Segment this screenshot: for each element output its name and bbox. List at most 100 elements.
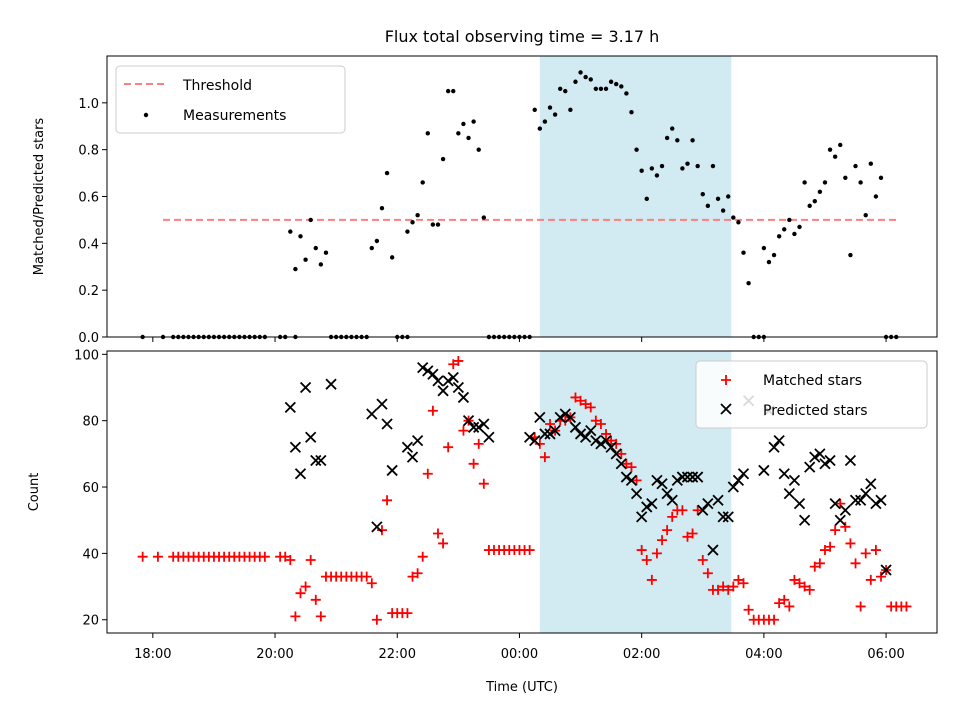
top-measurements-point — [629, 110, 634, 115]
bottom-matched-stars-point — [845, 538, 856, 549]
top-measurements-point — [822, 180, 828, 185]
top-measurements-point — [471, 119, 476, 124]
top-measurements-point — [461, 121, 466, 127]
top-measurements-point — [298, 234, 303, 239]
bottom-predicted-stars-point — [793, 497, 806, 510]
bottom-matched-stars-point — [417, 551, 428, 562]
top-measurements-point — [680, 166, 685, 171]
bottom-predicted-stars-point — [676, 471, 689, 483]
bottom-predicted-stars-point — [666, 494, 678, 506]
bottom-predicted-stars-point — [483, 431, 495, 443]
top-y-tick-label: 0.8 — [78, 144, 99, 159]
bottom-predicted-stars-point — [437, 385, 449, 397]
top-measurements-point — [832, 154, 838, 159]
top-measurements-point — [425, 131, 430, 136]
top-y-tick-label: 1.0 — [78, 97, 99, 112]
bottom-matched-stars-point — [794, 578, 805, 589]
top-measurements-point — [614, 81, 619, 87]
bottom-predicted-stars-point — [671, 474, 683, 487]
bottom-predicted-stars-point — [854, 494, 867, 506]
bottom-matched-stars-point — [524, 545, 535, 556]
top-legend: Threshold Measurements — [115, 65, 346, 134]
top-measurements-point — [797, 224, 802, 230]
bottom-predicted-stars-point — [844, 454, 857, 467]
top-measurements-point — [802, 180, 807, 185]
legend-box — [115, 65, 346, 134]
top-measurements-point — [583, 74, 588, 80]
bottom-predicted-stars-point — [814, 448, 826, 460]
bottom-predicted-stars-point — [310, 454, 322, 467]
bottom-matched-stars-point — [870, 545, 881, 556]
bottom-matched-stars-point — [315, 611, 326, 622]
top-measurements-point — [675, 138, 680, 143]
top-measurements-point — [782, 227, 787, 232]
bottom-matched-stars-point — [738, 578, 749, 589]
bottom-predicted-stars-point — [804, 461, 816, 473]
top-measurements-point — [664, 135, 670, 141]
bottom-matched-stars-point — [152, 551, 163, 562]
legend-matched-swatch — [721, 375, 731, 385]
legend-matched-label: Matched stars — [763, 373, 862, 389]
top-measurements-point — [827, 147, 833, 152]
top-observing-span — [539, 56, 732, 337]
legend-predicted-label: Predicted stars — [763, 403, 868, 419]
bottom-predicted-stars-point — [732, 474, 745, 487]
x-tick-label: 06:00 — [867, 647, 904, 662]
bottom-predicted-stars-point — [411, 434, 424, 447]
bottom-predicted-stars-point — [289, 441, 302, 453]
top-measurements-point — [389, 255, 395, 260]
bottom-matched-stars-point — [840, 521, 851, 532]
top-measurements-point — [873, 194, 879, 199]
bottom-predicted-stars-point — [600, 434, 612, 447]
bottom-predicted-stars-point — [829, 497, 841, 510]
bottom-predicted-stars-point — [788, 474, 801, 487]
x-tick-label: 20:00 — [256, 647, 293, 662]
top-measurements-point — [644, 196, 649, 202]
bottom-matched-stars-point — [789, 574, 800, 585]
bottom-matched-stars-point — [830, 525, 841, 536]
top-measurements-point — [537, 126, 543, 131]
bottom-predicted-stars-point — [467, 421, 480, 433]
bottom-predicted-stars-point — [529, 434, 541, 447]
bottom-matched-stars-point — [692, 505, 703, 516]
bottom-matched-stars-point — [636, 545, 647, 556]
bottom-predicted-stars-point — [590, 434, 602, 447]
bottom-predicted-stars-point — [727, 481, 739, 493]
top-y-tick-label: 0.6 — [78, 191, 99, 206]
top-measurements-point — [430, 222, 436, 227]
bottom-matched-stars-point — [702, 568, 713, 579]
top-measurements-point — [563, 88, 568, 94]
bottom-predicted-stars-point — [798, 514, 811, 526]
bottom-matched-stars-point — [774, 598, 785, 609]
top-measurements-point — [761, 245, 767, 251]
top-measurements-point — [598, 86, 604, 91]
bottom-matched-stars-point — [769, 614, 780, 625]
bottom-predicted-stars-point — [636, 511, 648, 523]
bottom-matched-stars-point — [590, 415, 601, 426]
bottom-predicted-stars-point — [809, 451, 821, 463]
top-measurements-point — [843, 175, 848, 180]
bottom-predicted-stars-point — [381, 418, 393, 430]
bottom-predicted-stars-point — [442, 375, 454, 387]
top-measurements-point — [573, 79, 578, 84]
top-y-tick-label: 0.2 — [78, 284, 99, 299]
bottom-matched-stars-point — [901, 601, 912, 612]
bottom-matched-stars-point — [611, 438, 622, 449]
top-measurements-point — [741, 250, 746, 255]
bottom-matched-stars-point — [295, 588, 306, 599]
bottom-predicted-stars-point — [625, 474, 638, 487]
bottom-matched-stars-point — [631, 475, 642, 486]
bottom-predicted-stars-point — [376, 398, 388, 410]
bottom-matched-stars-point — [677, 505, 688, 516]
top-measurements-point — [649, 166, 655, 171]
top-measurements-point — [588, 77, 593, 82]
bottom-predicted-stars-point — [524, 431, 536, 443]
bottom-matched-stars-point — [601, 428, 612, 439]
bottom-matched-stars-point — [651, 548, 662, 559]
top-measurements-point — [853, 163, 858, 169]
bottom-predicted-stars-point — [284, 401, 296, 414]
bottom-matched-stars-point — [621, 458, 632, 469]
bottom-matched-stars-point — [438, 538, 449, 549]
bottom-predicted-stars-point — [875, 494, 887, 506]
bottom-matched-stars-point — [361, 571, 372, 582]
